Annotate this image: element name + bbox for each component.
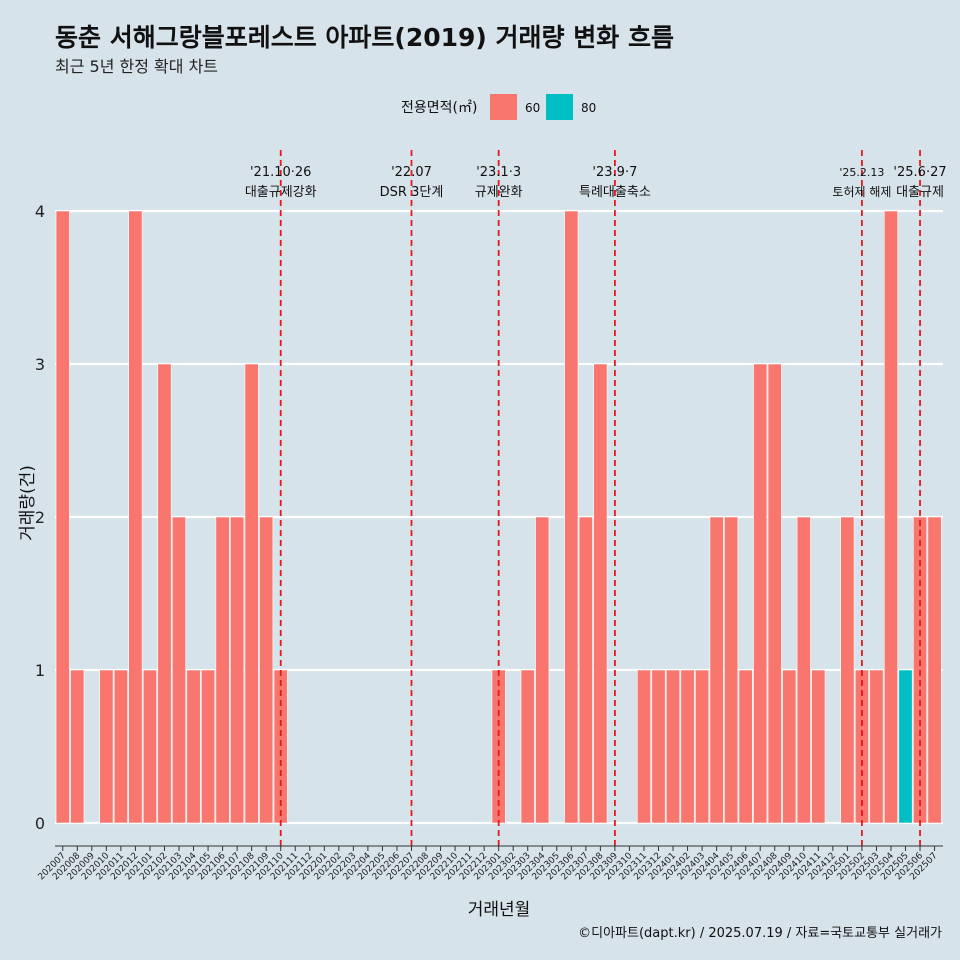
bar [215, 516, 230, 824]
bar [738, 669, 753, 824]
bar [259, 516, 274, 824]
y-tick-label: 0 [35, 814, 45, 833]
bar [186, 669, 201, 824]
bar [651, 669, 666, 824]
bar [99, 669, 114, 824]
bar [796, 516, 811, 824]
bar [636, 669, 651, 824]
bar [535, 516, 550, 824]
event-date-label: '22.07 [391, 165, 432, 180]
legend-swatch [490, 94, 517, 120]
y-tick-label: 3 [35, 355, 45, 374]
event-name-label: 특례대출축소 [579, 185, 651, 200]
bar [898, 669, 913, 824]
y-tick-label: 1 [35, 661, 45, 680]
event-name-label: DSR 3단계 [380, 185, 444, 200]
bar [593, 363, 608, 824]
bar [883, 210, 898, 824]
bar [157, 363, 172, 824]
x-axis-title: 거래년월 [468, 900, 531, 920]
bar [201, 669, 216, 824]
event-date-label: '25.6·27 [893, 165, 946, 180]
chart-title: 동춘 서해그랑블포레스트 아파트(2019) 거래량 변화 흐름 [55, 23, 674, 52]
bar [578, 516, 593, 824]
y-tick-label: 4 [35, 202, 45, 221]
bar [753, 363, 768, 824]
bar [782, 669, 797, 824]
bar [244, 363, 259, 824]
event-name-label: 대출규제강화 [245, 185, 317, 200]
bar [70, 669, 85, 824]
bar [55, 210, 70, 824]
legend-swatch [546, 94, 573, 120]
source-caption: ©디아파트(dapt.kr) / 2025.07.19 / 자료=국토교통부 실… [578, 926, 942, 941]
bar [811, 669, 826, 824]
bar [869, 669, 884, 824]
bar [724, 516, 739, 824]
bar [230, 516, 245, 824]
bar [695, 669, 710, 824]
bar [709, 516, 724, 824]
bar [564, 210, 579, 824]
event-date-label: '23.9·7 [592, 165, 637, 180]
bar [767, 363, 782, 824]
event-name-label: 규제완화 [475, 185, 523, 200]
bar [666, 669, 681, 824]
event-date-label: '25.2.13 [839, 166, 884, 179]
bar [520, 669, 535, 824]
event-name-label: 토허제 해제 [832, 185, 891, 199]
bar [840, 516, 855, 824]
chart-subtitle: 최근 5년 한정 확대 차트 [55, 57, 219, 76]
event-name-label: 대출규제 [896, 185, 944, 200]
bar [680, 669, 695, 824]
legend-label: 80 [581, 101, 596, 115]
bar [142, 669, 157, 824]
y-tick-label: 2 [35, 508, 45, 527]
legend-label: 60 [525, 101, 540, 115]
bar [172, 516, 187, 824]
legend-title: 전용면적(㎡) [401, 100, 477, 116]
event-date-label: '23.1·3 [476, 165, 521, 180]
bar [128, 210, 143, 824]
bar [113, 669, 128, 824]
bar [927, 516, 942, 824]
y-axis-title: 거래량(건) [18, 465, 38, 541]
event-date-label: '21.10·26 [250, 165, 311, 180]
